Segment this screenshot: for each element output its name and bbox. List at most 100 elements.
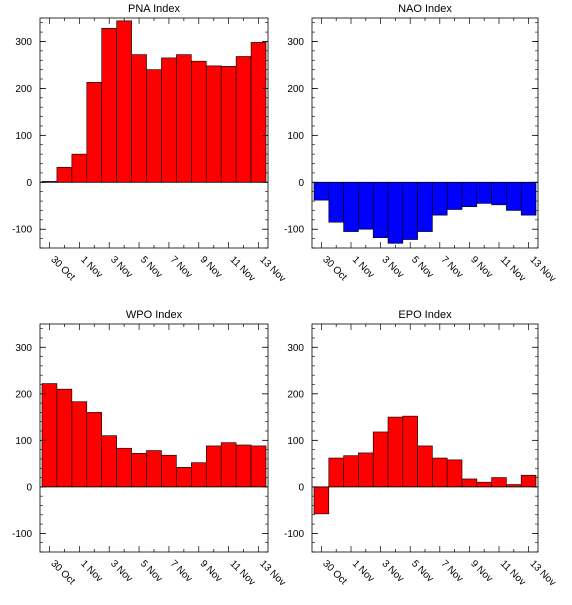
pna-index-bar xyxy=(56,166,73,183)
pna-index-bar xyxy=(161,57,177,183)
pna-index-xtick-label: 9 Nov xyxy=(198,254,224,280)
nao-index-ytick-label: 300 xyxy=(287,37,304,48)
nao-index-bar xyxy=(387,181,404,244)
wpo-index-xtick-label: 5 Nov xyxy=(138,558,164,584)
wpo-index-bar xyxy=(56,388,73,488)
epo-index-ytick-label: 300 xyxy=(287,343,304,354)
pna-index-ytick-label: 0 xyxy=(26,178,32,189)
wpo-index-bar xyxy=(41,383,58,488)
nao-index-bar xyxy=(491,181,507,206)
epo-index-bar xyxy=(402,415,418,488)
nao-index-xtick-label: 11 Nov xyxy=(498,254,528,284)
pna-index-bar xyxy=(176,54,192,183)
wpo-index-bar xyxy=(101,435,117,488)
epo-index-ytick-label: 100 xyxy=(287,436,304,447)
nao-index-xtick-label: 5 Nov xyxy=(409,254,435,280)
nao-index-bar xyxy=(520,181,537,216)
nao-index-bar xyxy=(402,181,418,240)
epo-index-bar xyxy=(328,457,344,488)
wpo-index-xtick-label: 3 Nov xyxy=(108,558,134,584)
nao-index-bar xyxy=(372,181,389,238)
pna-index-xtick-label: 30 Oct xyxy=(48,254,77,283)
wpo-index-bar xyxy=(176,467,192,488)
nao-index-xtick-label: 13 Nov xyxy=(527,254,557,284)
pna-index-bar xyxy=(131,54,147,183)
wpo-index-bar xyxy=(131,453,147,488)
pna-index-xtick-label: 7 Nov xyxy=(168,254,194,280)
epo-index-bar xyxy=(417,445,433,488)
wpo-index-bar xyxy=(86,412,103,488)
epo-index-bar xyxy=(387,416,404,488)
epo-index-bar xyxy=(476,481,492,488)
wpo-index-ytick-label: 0 xyxy=(26,482,32,493)
epo-index-bar xyxy=(461,478,478,488)
epo-index-bar xyxy=(343,455,359,488)
wpo-index-ytick-label: 300 xyxy=(15,343,32,354)
epo-index-xtick-label: 9 Nov xyxy=(468,558,494,584)
wpo-index-xtick-label: 11 Nov xyxy=(228,558,258,588)
wpo-index-ytick-label: 200 xyxy=(15,389,32,400)
epo-index-bar xyxy=(432,457,448,488)
epo-index-bar xyxy=(358,452,374,488)
epo-index-xtick-label: 3 Nov xyxy=(379,558,405,584)
epo-index-xtick-label: 11 Nov xyxy=(498,558,528,588)
wpo-index-ytick-label: 100 xyxy=(15,436,32,447)
pna-index-bar xyxy=(71,153,88,183)
epo-index-frame xyxy=(311,323,539,553)
wpo-index-bar xyxy=(146,450,162,488)
wpo-index-panel: WPO Index -100 0 100 200 300 30 Oct 1 Nov 3 Nov 5… xyxy=(12,309,288,589)
wpo-index-bar xyxy=(235,444,252,488)
pna-index-xtick-label: 1 Nov xyxy=(78,254,104,280)
wpo-index-ytick-label: -100 xyxy=(12,529,32,540)
wpo-index-xtick-label: 1 Nov xyxy=(78,558,104,584)
nao-index-panel: NAO Index -100 0 100 200 300 30 Oct 1 Nov 3 Nov 5… xyxy=(284,3,558,285)
epo-index-xtick-label: 1 Nov xyxy=(350,558,376,584)
epo-index-bar xyxy=(313,486,330,515)
nao-index-ytick-label: 200 xyxy=(287,84,304,95)
wpo-index-bar xyxy=(71,401,88,488)
nao-index-bar xyxy=(476,181,492,204)
pna-index-bar xyxy=(250,42,267,183)
epo-index-xtick-label: 13 Nov xyxy=(527,558,557,588)
pna-index-bar xyxy=(191,60,207,183)
wpo-index-bar xyxy=(116,447,132,488)
nao-index-ytick-label: 100 xyxy=(287,131,304,142)
epo-index-bar xyxy=(446,459,463,488)
nao-index-xtick-label: 7 Nov xyxy=(439,254,465,280)
wpo-index-xtick-label: 9 Nov xyxy=(198,558,224,584)
pna-index-xtick-label: 3 Nov xyxy=(108,254,134,280)
pna-index-xtick-label: 5 Nov xyxy=(138,254,164,280)
epo-index-bar xyxy=(491,477,507,488)
wpo-index-xtick-label: 7 Nov xyxy=(168,558,194,584)
pna-index-title: PNA Index xyxy=(128,3,180,15)
epo-index-bar xyxy=(520,474,537,488)
nao-index-bar xyxy=(343,181,359,232)
nao-index-bar xyxy=(446,181,463,210)
nao-index-xtick-label: 9 Nov xyxy=(468,254,494,280)
pna-index-panel: PNA Index -100 0 100 200 300 30 Oct 1 Nov 3 Nov 5… xyxy=(12,3,288,285)
pna-index-bar xyxy=(101,28,117,183)
pna-index-xtick-label: 11 Nov xyxy=(228,254,258,284)
wpo-index-xtick-label: 13 Nov xyxy=(257,558,287,588)
epo-index-title: EPO Index xyxy=(398,309,452,321)
wpo-index-xtick-label: 30 Oct xyxy=(48,558,77,587)
nao-index-xtick-label: 3 Nov xyxy=(379,254,405,280)
epo-index-xtick-label: 30 Oct xyxy=(320,558,349,587)
epo-index-panel: EPO Index -100 0 100 200 300 30 Oct 1 Nov 3 Nov 5… xyxy=(284,309,558,589)
nao-index-ytick-label: 0 xyxy=(298,178,304,189)
pna-index-bar xyxy=(116,20,132,183)
pna-index-xtick-label: 13 Nov xyxy=(257,254,287,284)
wpo-index-bar xyxy=(191,462,207,488)
pna-index-ytick-label: 300 xyxy=(15,37,32,48)
wpo-index-bar xyxy=(250,445,267,488)
nao-index-bar xyxy=(461,181,478,207)
epo-index-xtick-label: 5 Nov xyxy=(409,558,435,584)
nao-index-bar xyxy=(358,181,374,230)
pna-index-bar xyxy=(205,65,222,183)
wpo-index-bar xyxy=(205,445,222,488)
nao-index-bar xyxy=(328,181,344,223)
nao-index-title: NAO Index xyxy=(398,3,452,15)
nao-index-ytick-label: -100 xyxy=(284,225,304,236)
